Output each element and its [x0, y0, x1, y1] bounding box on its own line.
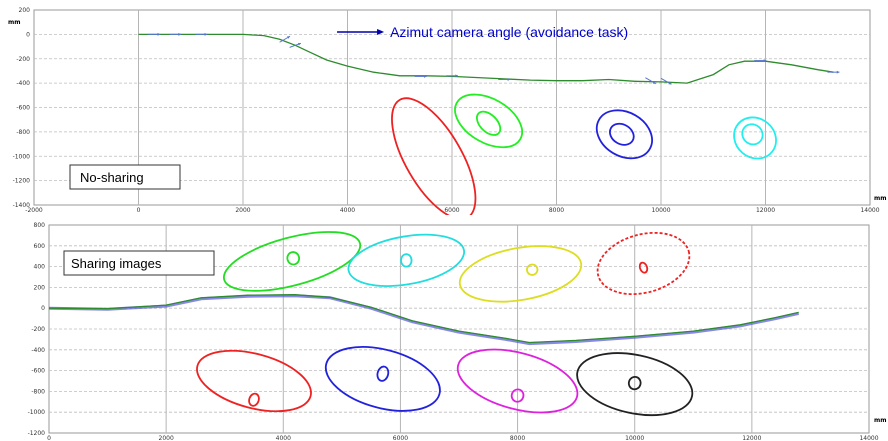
x-tick-label: 6000: [393, 435, 408, 441]
direction-arrowhead: [157, 32, 161, 36]
uncertainty-ellipse: [347, 233, 466, 287]
x-tick-label: 6000: [444, 207, 459, 214]
x-axis-unit: mm: [874, 417, 887, 424]
y-tick-label: -1000: [28, 409, 46, 416]
uncertainty-ellipse: [595, 109, 653, 160]
uncertainty-ellipse: [576, 352, 694, 416]
y-tick-label: 600: [34, 243, 46, 250]
uncertainty-ellipses: [391, 93, 777, 215]
x-tick-label: -2000: [25, 207, 43, 214]
direction-arrows: [148, 32, 840, 85]
x-tick-label: 12000: [756, 207, 775, 214]
x-tick-labels: -2000 0 2000 4000 6000 8000 10000 12000 14000: [25, 207, 879, 214]
chart-no-sharing: 2000-200-400-600-800-1000-1200-1400 -200…: [8, 7, 887, 215]
uncertainty-ellipse: [196, 349, 312, 413]
uncertainty-ellipse: [733, 116, 777, 160]
direction-arrowhead: [507, 78, 511, 81]
uncertainty-ellipse: [458, 245, 583, 303]
chart-sharing-images: 8006004002000-200-400-600-800-1000-1200 …: [28, 222, 887, 441]
uncertainty-ellipse: [400, 253, 413, 268]
y-tick-label: 400: [34, 264, 46, 271]
box-label: Sharing images: [63, 250, 215, 276]
box-label-text: Sharing images: [71, 256, 162, 271]
x-tick-label: 0: [47, 435, 51, 441]
direction-arrowhead: [424, 74, 427, 78]
x-tick-label: 10000: [651, 207, 670, 214]
annotation-arrowhead: [377, 28, 385, 35]
x-tick-label: 2000: [235, 207, 250, 214]
y-tick-label: -400: [31, 347, 45, 354]
box-label-text: No-sharing: [80, 170, 144, 185]
uncertainty-ellipse: [596, 231, 691, 296]
y-tick-label: -1000: [13, 153, 31, 160]
y-tick-labels: 200 0 -200 -400 -600 -800 -1000 -1200 -1400: [13, 7, 31, 209]
annotation: Azimut camera angle (avoidance task): [337, 24, 628, 40]
x-tick-label: 4000: [276, 435, 291, 441]
direction-arrowhead: [652, 81, 656, 84]
trajectory-line: [138, 33, 834, 84]
y-axis-unit: mm: [8, 19, 21, 26]
uncertainty-ellipse: [324, 346, 441, 412]
x-tick-label: 12000: [742, 435, 761, 441]
y-tick-label: 200: [19, 7, 31, 14]
trajectory-line: [48, 294, 800, 346]
uncertainty-ellipse: [456, 348, 579, 414]
y-tick-label: -1200: [28, 430, 46, 437]
y-tick-label: -600: [31, 368, 45, 375]
y-tick-labels: 800 600 400 200 0 -200 -400 -600 -800 -1000 -1200: [28, 222, 46, 437]
y-tick-label: -800: [16, 129, 30, 136]
x-tick-label: 4000: [340, 207, 355, 214]
uncertainty-ellipse: [510, 388, 525, 403]
y-tick-label: -400: [16, 80, 30, 87]
uncertainty-ellipse: [222, 231, 362, 292]
x-tick-label: 14000: [860, 207, 879, 214]
direction-arrowhead: [286, 36, 290, 39]
y-tick-label: 200: [34, 284, 46, 291]
direction-arrowhead: [297, 42, 301, 46]
x-tick-label: 14000: [859, 435, 878, 441]
uncertainty-ellipse: [391, 97, 477, 215]
direction-arrowhead: [763, 59, 767, 63]
y-tick-label: -600: [16, 105, 30, 112]
x-axis-unit: mm: [874, 195, 887, 202]
x-tick-label: 8000: [510, 435, 525, 441]
uncertainty-ellipse: [454, 93, 523, 149]
uncertainty-ellipses: [196, 231, 694, 416]
annotation-text: Azimut camera angle (avoidance task): [390, 24, 628, 40]
uncertainty-ellipse: [376, 365, 390, 382]
y-tick-label: 800: [34, 222, 46, 229]
y-tick-label: -800: [31, 388, 45, 395]
x-tick-labels: 0 2000 4000 6000 8000 10000 12000 14000: [47, 435, 879, 441]
uncertainty-ellipse: [638, 261, 649, 274]
box-label: No-sharing: [69, 164, 181, 190]
x-tick-label: 10000: [625, 435, 644, 441]
y-tick-label: -1200: [13, 178, 31, 185]
grid: [49, 225, 869, 433]
y-tick-label: 0: [41, 305, 45, 312]
direction-arrowhead: [455, 74, 458, 78]
direction-arrowhead: [836, 70, 840, 74]
uncertainty-ellipse: [609, 122, 635, 146]
direction-arrowhead: [204, 32, 208, 36]
uncertainty-ellipse: [286, 251, 301, 266]
uncertainty-ellipse: [476, 110, 502, 136]
uncertainty-ellipse: [741, 123, 764, 146]
y-tick-label: -200: [31, 326, 45, 333]
trajectory-line: [48, 294, 799, 344]
trajectory-series: [48, 294, 800, 346]
trajectory-series: [138, 33, 834, 84]
uncertainty-ellipse: [526, 263, 539, 276]
y-tick-label: -1400: [13, 202, 31, 209]
y-tick-label: -200: [16, 56, 30, 63]
x-tick-label: 8000: [549, 207, 564, 214]
uncertainty-ellipse: [627, 375, 642, 391]
direction-arrowhead: [668, 81, 672, 85]
uncertainty-ellipse: [248, 392, 260, 407]
x-tick-label: 2000: [159, 435, 174, 441]
direction-arrowhead: [178, 32, 182, 36]
x-tick-label: 0: [137, 207, 141, 214]
y-tick-label: 0: [26, 31, 30, 38]
